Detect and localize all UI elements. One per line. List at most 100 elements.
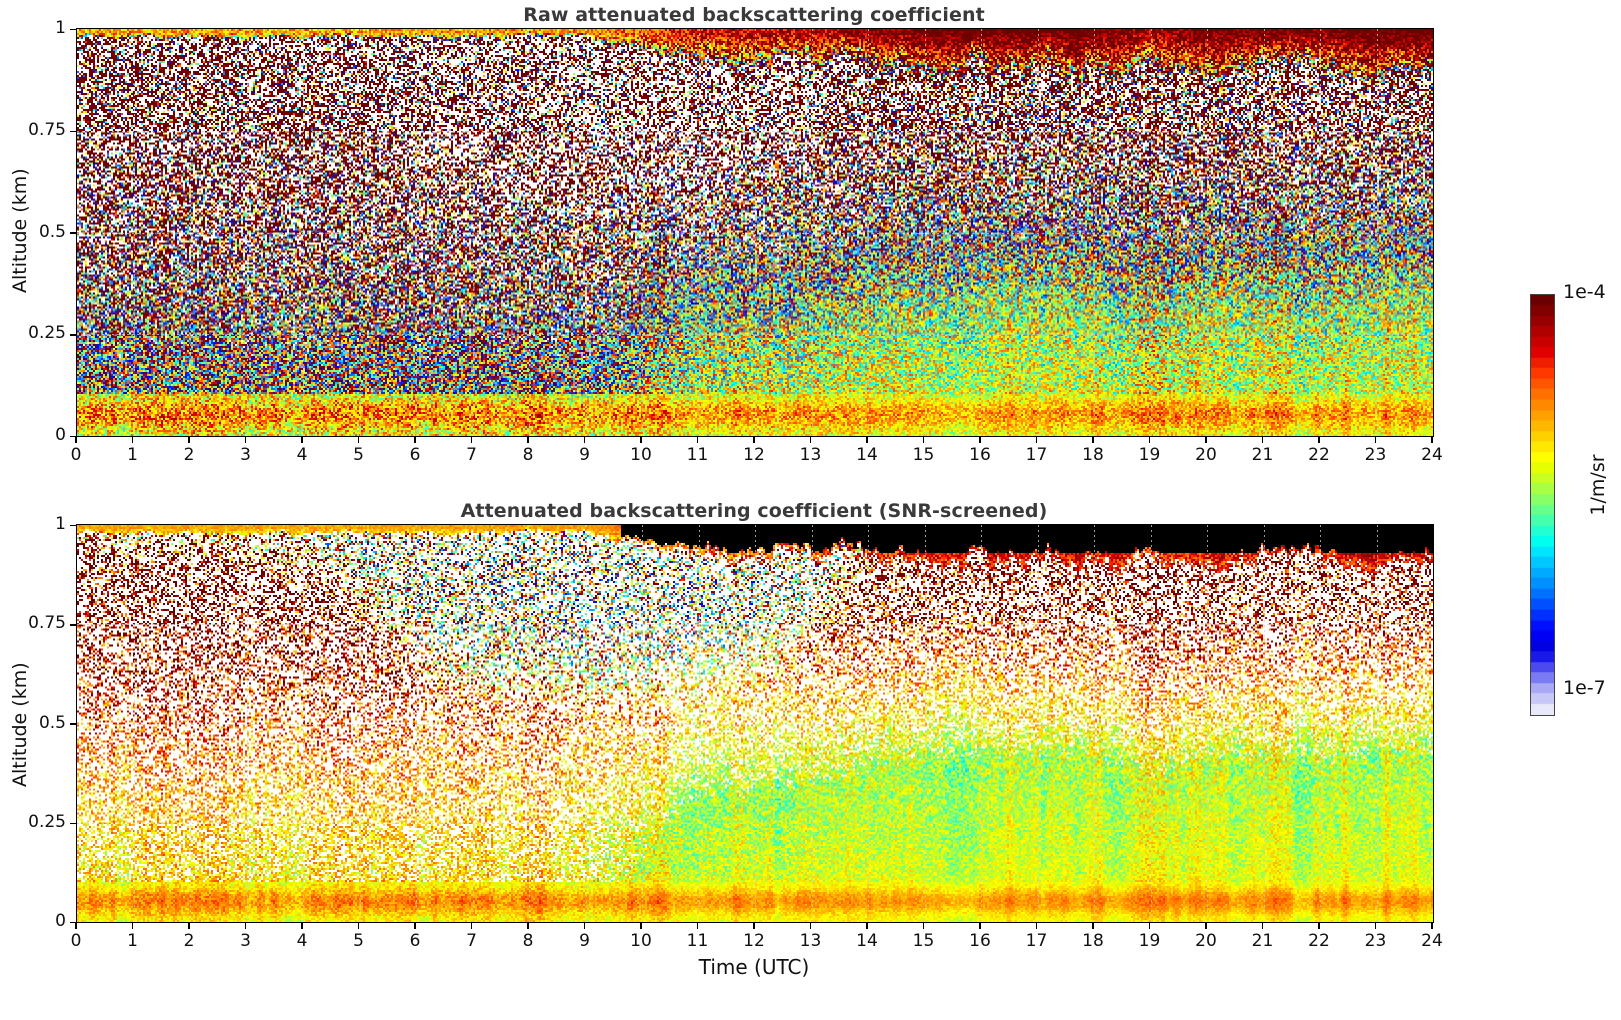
- x-tick-raw-13: [809, 436, 812, 443]
- y-ticklabel-screened-1: 1: [55, 514, 66, 534]
- x-tick-raw-15: [922, 436, 925, 443]
- panel-title-raw: Raw attenuated backscattering coefficien…: [523, 4, 985, 26]
- x-tick-screened-21: [1261, 922, 1264, 929]
- y-tick-raw-0: [70, 435, 76, 438]
- x-tick-raw-23: [1374, 436, 1377, 443]
- x-tick-screened-11: [696, 922, 699, 929]
- x-tick-screened-5: [357, 922, 360, 929]
- gridline-horizontal: [77, 334, 1433, 336]
- y-tick-screened-0: [70, 921, 76, 924]
- x-ticklabel-screened-21: 21: [1251, 931, 1274, 951]
- x-tick-raw-5: [357, 436, 360, 443]
- x-ticklabel-raw-5: 5: [353, 445, 364, 465]
- x-tick-raw-22: [1318, 436, 1320, 443]
- x-ticklabel-raw-9: 9: [579, 445, 590, 465]
- x-tick-raw-2: [188, 436, 190, 443]
- x-ticklabel-raw-3: 3: [240, 445, 251, 465]
- gridline-horizontal: [77, 822, 1433, 824]
- x-ticklabel-screened-14: 14: [856, 931, 878, 951]
- x-tick-screened-2: [188, 922, 190, 929]
- x-tick-raw-19: [1148, 436, 1151, 443]
- x-tick-raw-24: [1431, 436, 1433, 443]
- x-ticklabel-screened-20: 20: [1195, 931, 1217, 951]
- x-tick-raw-9: [583, 436, 586, 443]
- x-tick-raw-1: [131, 436, 134, 443]
- y-tick-raw-1: [70, 28, 76, 31]
- x-tick-screened-3: [244, 922, 247, 929]
- gridline-horizontal: [77, 723, 1433, 725]
- gridline-horizontal: [77, 624, 1433, 626]
- x-tick-screened-19: [1148, 922, 1151, 929]
- x-ticklabel-screened-17: 17: [1025, 931, 1048, 951]
- x-ticklabel-screened-3: 3: [240, 931, 251, 951]
- colorbar[interactable]: [1530, 294, 1555, 716]
- x-tick-screened-8: [527, 922, 529, 929]
- x-tick-raw-0: [75, 436, 77, 443]
- x-ticklabel-screened-2: 2: [183, 931, 195, 951]
- x-ticklabel-raw-14: 14: [856, 445, 878, 465]
- x-ticklabel-raw-1: 1: [127, 445, 138, 465]
- x-ticklabel-raw-8: 8: [522, 445, 534, 465]
- x-ticklabel-raw-11: 11: [686, 445, 709, 465]
- x-ticklabel-screened-19: 19: [1138, 931, 1161, 951]
- x-tick-raw-17: [1035, 436, 1038, 443]
- x-tick-raw-21: [1261, 436, 1264, 443]
- x-tick-screened-12: [753, 922, 755, 929]
- colorbar-max-label: 1e-4: [1563, 281, 1606, 303]
- heatmap-raw[interactable]: [76, 28, 1434, 437]
- y-tick-screened-1: [70, 524, 76, 527]
- y-tick-screened-0.25: [70, 822, 76, 825]
- x-tick-screened-16: [979, 922, 981, 929]
- x-axis-label: Time (UTC): [698, 955, 810, 979]
- y-ticklabel-raw-0: 0: [55, 425, 66, 445]
- x-ticklabel-raw-15: 15: [912, 445, 935, 465]
- x-ticklabel-raw-23: 23: [1364, 445, 1387, 465]
- x-ticklabel-raw-13: 13: [799, 445, 822, 465]
- x-ticklabel-raw-22: 22: [1308, 445, 1330, 465]
- x-ticklabel-raw-17: 17: [1025, 445, 1048, 465]
- x-ticklabel-raw-19: 19: [1138, 445, 1161, 465]
- y-ticklabel-raw-1: 1: [55, 18, 66, 38]
- x-tick-raw-8: [527, 436, 529, 443]
- x-tick-screened-6: [414, 922, 416, 929]
- x-ticklabel-raw-10: 10: [630, 445, 652, 465]
- x-tick-raw-11: [696, 436, 699, 443]
- x-ticklabel-raw-20: 20: [1195, 445, 1217, 465]
- y-tick-screened-0.5: [70, 723, 76, 725]
- x-tick-raw-4: [301, 436, 303, 443]
- x-ticklabel-raw-7: 7: [466, 445, 477, 465]
- x-ticklabel-raw-21: 21: [1251, 445, 1274, 465]
- x-tick-raw-6: [414, 436, 416, 443]
- y-ticklabel-raw-0.75: 0.75: [28, 119, 66, 140]
- x-ticklabel-screened-8: 8: [522, 931, 534, 951]
- x-ticklabel-screened-16: 16: [969, 931, 991, 951]
- y-ticklabel-raw-0.25: 0.25: [28, 323, 66, 344]
- colorbar-unit-label: 1/m/sr: [1587, 454, 1609, 516]
- x-tick-screened-14: [866, 922, 868, 929]
- x-tick-screened-7: [470, 922, 473, 929]
- x-ticklabel-screened-0: 0: [70, 931, 82, 951]
- x-tick-raw-18: [1092, 436, 1094, 443]
- y-tick-screened-0.75: [70, 624, 76, 626]
- heatmap-screened[interactable]: [76, 524, 1434, 923]
- x-ticklabel-screened-18: 18: [1082, 931, 1104, 951]
- y-ticklabel-screened-0.5: 0.5: [38, 712, 66, 733]
- gridline-horizontal: [77, 232, 1433, 234]
- x-ticklabel-screened-4: 4: [296, 931, 308, 951]
- x-tick-screened-20: [1205, 922, 1207, 929]
- x-ticklabel-raw-2: 2: [183, 445, 195, 465]
- x-tick-screened-10: [640, 922, 642, 929]
- x-tick-screened-23: [1374, 922, 1377, 929]
- y-ticklabel-raw-0.5: 0.5: [38, 221, 66, 242]
- y-ticklabel-screened-0: 0: [55, 911, 66, 931]
- x-tick-raw-20: [1205, 436, 1207, 443]
- y-ticklabel-screened-0.75: 0.75: [28, 613, 66, 634]
- x-ticklabel-screened-11: 11: [686, 931, 709, 951]
- x-tick-screened-22: [1318, 922, 1320, 929]
- x-ticklabel-screened-1: 1: [127, 931, 138, 951]
- y-tick-raw-0.5: [70, 232, 76, 234]
- x-tick-screened-15: [922, 922, 925, 929]
- x-ticklabel-raw-12: 12: [743, 445, 765, 465]
- x-ticklabel-raw-24: 24: [1421, 445, 1443, 465]
- x-ticklabel-screened-23: 23: [1364, 931, 1387, 951]
